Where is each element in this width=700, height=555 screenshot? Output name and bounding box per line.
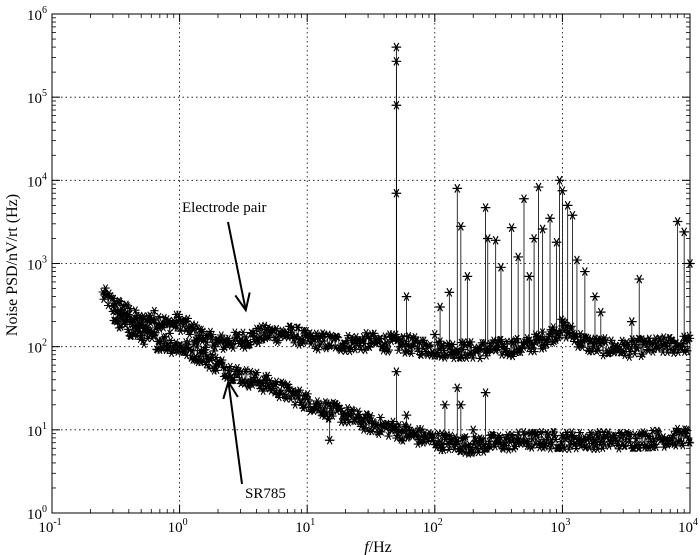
- y-axis-label: Noise PSD/nV/rt (Hz): [4, 194, 21, 336]
- y-tick-label: 101: [27, 421, 47, 440]
- spike-point: [391, 188, 402, 198]
- spike-point: [401, 410, 412, 420]
- spike-point: [627, 317, 637, 327]
- annotation-arrow-sr785-shaft: [227, 381, 243, 485]
- spike-point: [452, 383, 463, 393]
- series-layer: [98, 42, 695, 458]
- spike-point: [533, 182, 544, 192]
- spike-point: [596, 307, 606, 317]
- series-electrode-pair: [98, 42, 695, 363]
- spike-point: [462, 271, 473, 281]
- spike-point: [452, 183, 463, 193]
- x-tick-label: 100: [168, 517, 188, 536]
- grid: [52, 14, 690, 513]
- spike-point: [391, 367, 402, 377]
- y-tick-label: 103: [27, 255, 47, 274]
- x-tick-label: 104: [678, 517, 698, 536]
- spike-point: [537, 224, 548, 234]
- y-tick-label: 105: [27, 88, 47, 107]
- spike-point: [480, 203, 491, 213]
- spike-point: [529, 234, 539, 243]
- spike-point: [519, 194, 529, 204]
- spike-point: [490, 235, 501, 245]
- spike-point: [391, 56, 402, 66]
- spike-point: [456, 221, 466, 231]
- y-tick-label: 106: [27, 5, 47, 24]
- spike-point: [456, 400, 466, 410]
- spike-point: [580, 267, 590, 277]
- spike-point: [513, 252, 523, 262]
- spike-point: [572, 255, 582, 265]
- x-tick-label: 101: [295, 517, 315, 536]
- annotation-electrode-pair: Electrode pair: [182, 200, 267, 216]
- spike-point: [557, 186, 568, 196]
- x-axis-label-unit: /Hz: [369, 539, 392, 555]
- spike-point: [634, 274, 645, 284]
- x-axis-label-symbol: f: [364, 539, 371, 555]
- y-tick-label: 104: [27, 171, 47, 190]
- y-tick-label: 102: [27, 338, 47, 357]
- y-tick-label: 100: [27, 504, 47, 523]
- spike-point: [391, 100, 402, 110]
- spike-point: [482, 234, 493, 243]
- spike-point: [590, 292, 600, 302]
- series-markers: [98, 284, 695, 363]
- spike-point: [496, 262, 506, 272]
- spike-point: [440, 400, 450, 410]
- annotation-arrow-electrode-pair-head: [234, 292, 251, 313]
- spike-point: [430, 330, 440, 339]
- spike-point: [679, 227, 689, 237]
- spike-point: [567, 210, 578, 220]
- spike-point: [435, 302, 445, 312]
- spike-point: [324, 435, 335, 445]
- x-tick-label: 10-1: [38, 517, 61, 536]
- spike-point: [444, 287, 455, 297]
- x-axis-label: f/Hz: [364, 539, 392, 555]
- spike-point: [562, 200, 573, 210]
- x-tick-label: 103: [550, 517, 570, 536]
- series-sr785: [108, 307, 695, 458]
- spike-point: [506, 223, 517, 233]
- spike-point: [468, 425, 479, 435]
- spike-point: [554, 175, 565, 185]
- spike-point: [672, 217, 683, 226]
- x-tick-label: 102: [423, 517, 443, 536]
- annotation-arrow-electrode-pair-shaft: [227, 221, 247, 311]
- annotation-sr785: SR785: [245, 486, 286, 502]
- spike-point: [524, 271, 535, 281]
- annotation-arrow-sr785-head: [222, 379, 239, 400]
- annotations: Electrode pair SR785: [182, 200, 286, 502]
- spike-point: [480, 388, 491, 398]
- series-markers: [108, 307, 695, 458]
- ticks: [51, 13, 691, 514]
- spike-point: [391, 42, 402, 52]
- spike-point: [401, 292, 412, 302]
- spike-point: [545, 213, 555, 223]
